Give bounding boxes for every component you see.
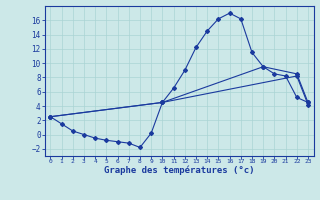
X-axis label: Graphe des températures (°c): Graphe des températures (°c) xyxy=(104,166,254,175)
